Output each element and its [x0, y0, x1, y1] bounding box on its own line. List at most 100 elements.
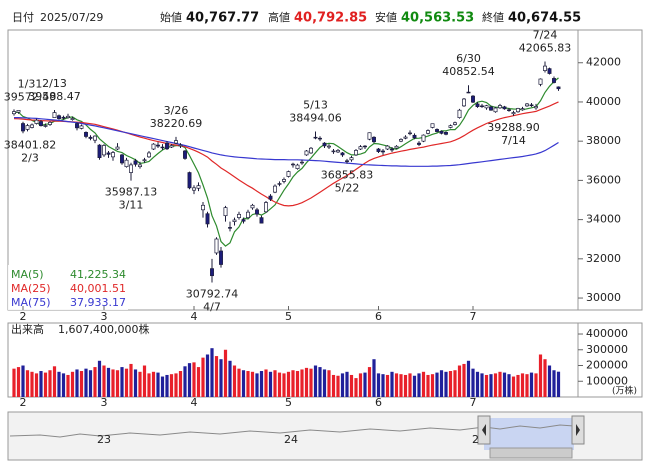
candle-body: [507, 109, 511, 111]
volume-bar: [313, 365, 318, 397]
annotation-date: 3/11: [119, 199, 144, 212]
legend-name: MA(5): [11, 268, 44, 281]
x-tick-label: 7: [470, 310, 477, 323]
scroll-thumb[interactable]: [489, 447, 573, 459]
volume-bar: [264, 369, 268, 397]
volume-bar: [102, 365, 106, 397]
volume-bar: [349, 374, 354, 397]
candle-body: [376, 148, 381, 152]
volume-bar: [70, 371, 75, 397]
volume-bar: [286, 371, 291, 397]
candle-body: [421, 134, 426, 142]
volume-bar: [115, 370, 120, 397]
volume-bar: [435, 372, 439, 397]
volume-bar: [241, 370, 246, 397]
candle-body: [435, 129, 439, 132]
candle-body: [151, 143, 156, 150]
candle-body: [354, 150, 358, 156]
annotation-value: 38401.82: [4, 138, 57, 151]
candle-body: [52, 112, 57, 118]
volume-bar: [129, 363, 133, 397]
candle-body: [120, 154, 124, 164]
header-label: 終値: [482, 10, 504, 24]
candle-body: [520, 108, 525, 111]
volume-bar: [133, 369, 138, 397]
y-tick-label: 34000: [586, 213, 621, 226]
volume-bar: [259, 371, 264, 397]
annotation-date: 6/30: [456, 52, 481, 65]
candle-body: [142, 159, 147, 162]
candle-body: [129, 164, 133, 173]
legend-value: 41,225.34: [70, 268, 126, 281]
volume-bar: [358, 373, 363, 397]
volume-bar: [160, 376, 165, 397]
annotation-value: 36855.83: [321, 169, 374, 182]
volume-bar: [538, 354, 543, 397]
candle-body: [43, 125, 48, 127]
candle-body: [385, 145, 390, 150]
volume-bar: [354, 378, 358, 397]
date: 2025/07/29: [40, 11, 103, 24]
annotation-date: 5/22: [335, 182, 360, 195]
volume-bar: [169, 374, 174, 397]
volume-bar: [471, 368, 475, 397]
navigator-label: 24: [284, 433, 298, 446]
candle-body: [457, 109, 462, 118]
candle-body: [493, 107, 498, 113]
candle-body: [399, 139, 403, 142]
candle-body: [543, 65, 547, 71]
y-tick-label: 30000: [586, 291, 621, 304]
price-panel: [7, 29, 643, 311]
candle-body: [475, 103, 480, 108]
volume-bar: [138, 371, 142, 397]
candle-body: [165, 142, 169, 150]
candle-body: [336, 150, 340, 153]
volume-bar: [300, 369, 304, 397]
volume-bar: [421, 371, 426, 397]
volume-bar: [507, 374, 511, 397]
candle-body: [66, 115, 70, 118]
volume-bar: [430, 374, 435, 397]
volume-bar: [178, 371, 183, 397]
legend-name: MA(25): [11, 282, 51, 295]
volume-bar: [88, 370, 93, 397]
candle-body: [300, 161, 304, 164]
header-value: 40,792.85: [294, 11, 367, 26]
volume-bar: [66, 374, 70, 397]
volume-bar: [498, 371, 502, 397]
volume-bar: [39, 371, 43, 397]
volume-y-tick-label: 400000: [586, 327, 628, 340]
candle-body: [255, 209, 259, 215]
x-tick-label: 3: [101, 310, 108, 323]
candle-body: [201, 204, 205, 211]
volume-bar: [52, 366, 57, 397]
volume-bar: [75, 369, 79, 397]
volume-bar: [232, 365, 237, 397]
annotation-date: 2/13: [42, 77, 67, 90]
volume-bar: [412, 375, 417, 397]
volume-bar: [237, 368, 241, 397]
volume-bar: [372, 359, 376, 397]
navigator-line: [9, 424, 575, 438]
candle-body: [304, 150, 309, 156]
volume-bar: [408, 373, 412, 397]
volume-bar: [282, 373, 286, 397]
y-tick-label: 42000: [586, 56, 621, 69]
annotation-value: 40852.54: [442, 65, 495, 78]
volume-bar: [363, 372, 367, 397]
volume-bar: [246, 371, 250, 397]
y-tick-label: 40000: [586, 95, 621, 108]
legend-box: [8, 265, 128, 310]
volume-bar: [543, 359, 547, 397]
candle-body: [192, 187, 196, 191]
x-tick-label: 5: [285, 396, 292, 409]
candle-body: [223, 207, 228, 217]
candle-body: [525, 103, 529, 107]
volume-bar: [462, 363, 466, 397]
candle-body: [480, 105, 484, 108]
volume-bar: [228, 360, 232, 397]
candle-body: [16, 110, 21, 113]
volume-bar: [385, 374, 390, 397]
legend-value: 37,933.17: [70, 296, 126, 309]
candle-body: [318, 137, 322, 140]
